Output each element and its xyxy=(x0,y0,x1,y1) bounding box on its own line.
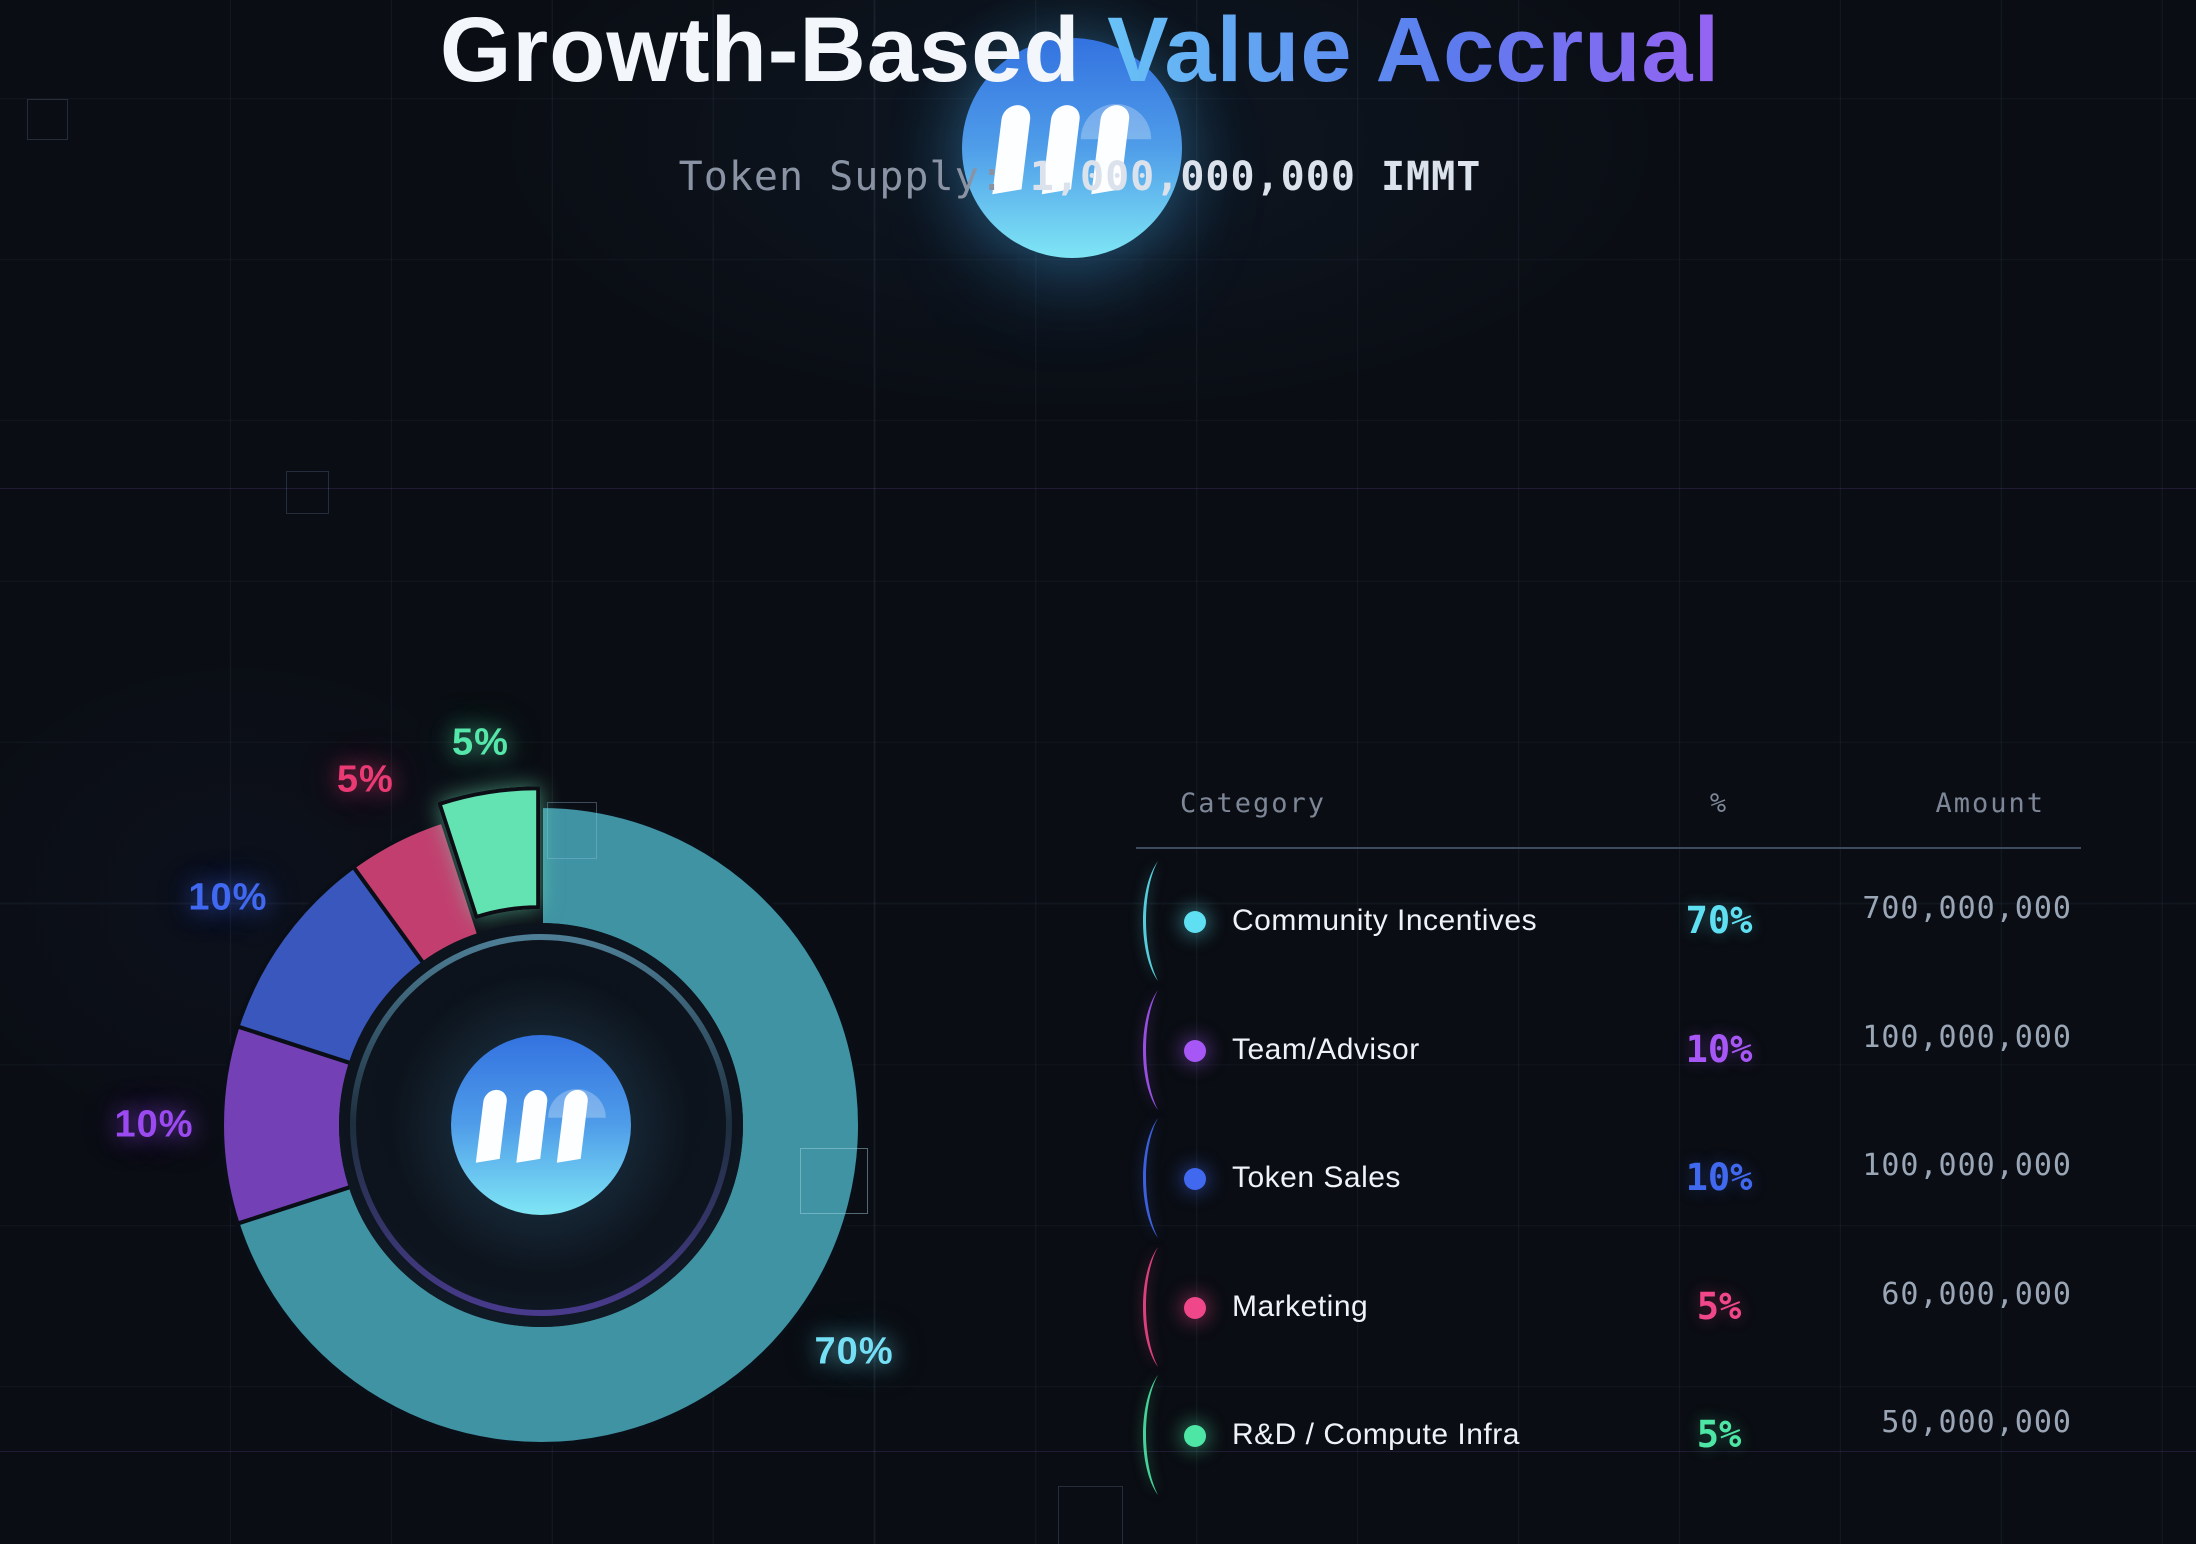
row-percent: 5% xyxy=(1696,1284,1742,1328)
row-amount: 60,000,000 xyxy=(1881,1276,2072,1312)
table-row-community-incentives: Community Incentives 70% 700,000,000 xyxy=(1130,858,2090,987)
slice-percent-label: 70% xyxy=(814,1330,894,1373)
col-header-category: Category xyxy=(1180,788,1327,819)
table-row-marketing: Marketing 5% 60,000,000 xyxy=(1130,1244,2090,1373)
row-color-dot xyxy=(1184,911,1206,933)
deco-square xyxy=(1058,1486,1123,1544)
row-color-dot xyxy=(1184,1296,1206,1319)
deco-square xyxy=(800,1148,868,1214)
allocation-table: Category % Amount Community Incentives 70… xyxy=(1130,770,2090,1530)
slice-percent-label: 10% xyxy=(188,876,268,919)
row-bracket-icon xyxy=(1143,1246,1158,1367)
row-category: Marketing xyxy=(1232,1289,1369,1323)
slice-percent-label: 5% xyxy=(336,758,394,801)
col-header-amount: Amount xyxy=(1935,788,2045,819)
title-accent: Value Accrual xyxy=(1107,0,1721,101)
deco-square xyxy=(547,802,597,859)
deco-square xyxy=(27,99,68,140)
row-bracket-icon xyxy=(1143,861,1158,981)
slice-percent-label: 5% xyxy=(451,721,509,764)
row-bracket-icon xyxy=(1143,989,1158,1110)
row-amount: 50,000,000 xyxy=(1881,1405,2072,1441)
row-amount: 100,000,000 xyxy=(1862,1019,2072,1055)
grid-accent-line xyxy=(0,1451,2196,1452)
header-divider xyxy=(1136,847,2081,849)
row-percent: 10% xyxy=(1685,1156,1753,1200)
page-title: Growth-Based Value Accrual xyxy=(0,0,2160,101)
row-percent: 70% xyxy=(1685,899,1753,942)
col-header-percent: % xyxy=(1709,788,1729,819)
row-category: R&D / Compute Infra xyxy=(1232,1418,1520,1452)
slice-percent-label: 10% xyxy=(114,1103,194,1146)
row-category: Team/Advisor xyxy=(1232,1032,1420,1066)
donut-chart xyxy=(220,786,862,1446)
row-category: Token Sales xyxy=(1232,1161,1401,1195)
title-main: Growth-Based xyxy=(439,0,1108,101)
supply-label: Token Supply: xyxy=(678,154,1030,200)
row-amount: 700,000,000 xyxy=(1862,891,2072,926)
donut-center-logo xyxy=(451,1035,631,1215)
table-row-team-advisor: Team/Advisor 10% 100,000,000 xyxy=(1130,987,2090,1116)
row-category: Community Incentives xyxy=(1232,904,1538,937)
row-color-dot xyxy=(1184,1039,1206,1062)
row-bracket-icon xyxy=(1143,1375,1158,1496)
deco-square xyxy=(286,471,329,514)
supply-value: 1,000,000,000 IMMT xyxy=(1029,154,1482,200)
row-amount: 100,000,000 xyxy=(1862,1148,2072,1184)
table-row-token-sales: Token Sales 10% 100,000,000 xyxy=(1130,1115,2090,1244)
donut-slice-r-d-compute-infra xyxy=(437,786,541,920)
table-row-r-d-compute-infra: R&D / Compute Infra 5% 50,000,000 xyxy=(1130,1372,2090,1501)
token-supply: Token Supply: 1,000,000,000 IMMT xyxy=(0,154,2160,200)
row-color-dot xyxy=(1184,1425,1206,1448)
row-percent: 10% xyxy=(1685,1027,1753,1071)
row-percent: 5% xyxy=(1696,1413,1742,1457)
grid-accent-line xyxy=(0,488,2196,489)
row-bracket-icon xyxy=(1143,1118,1158,1239)
row-color-dot xyxy=(1184,1168,1206,1191)
donut-ring xyxy=(350,934,732,1316)
